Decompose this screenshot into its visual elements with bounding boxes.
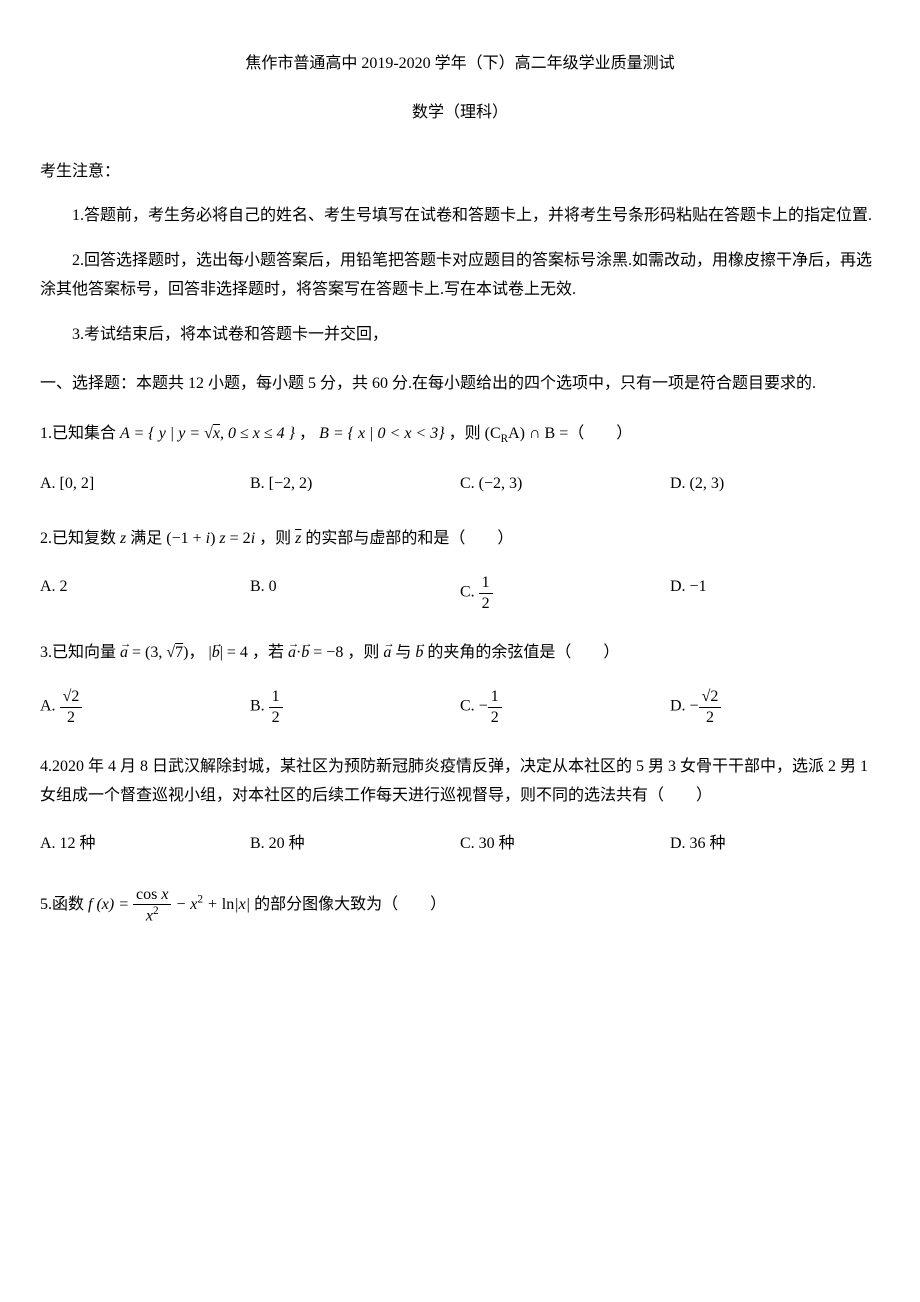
question-2: 2.已知复数 z 满足 (−1 + i) z = 2i ，则 z 的实部与虚部的…: [40, 525, 880, 554]
q5-rest: − x2 + ln|x|: [175, 896, 250, 913]
notice-2: 2.回答选择题时，选出每小题答案后，用铅笔把答题卡对应题目的答案标号涂黑.如需改…: [40, 247, 880, 305]
q2-opt-c: C. 12: [460, 569, 670, 616]
notice-heading: 考生注意：: [40, 158, 880, 187]
q5-suffix: 的部分图像大致为（ ）: [254, 896, 446, 913]
question-4: 4.2020 年 4 月 8 日武汉解除封城，某社区为预防新冠肺炎疫情反弹，决定…: [40, 753, 880, 811]
q1-opt-a: A. [0, 2]: [40, 466, 250, 503]
q3-opt-a: A. √22: [40, 683, 250, 730]
q1-set-b: B = { x | 0 < x < 3}: [319, 425, 445, 442]
q4-options: A. 12 种 B. 20 种 C. 30 种 D. 36 种: [40, 826, 880, 863]
q4-opt-b: B. 20 种: [250, 826, 460, 863]
q4-opt-d: D. 36 种: [670, 826, 880, 863]
question-3: 3.已知向量 a = (3, √7)， |b| = 4 ，若 a·b = −8 …: [40, 639, 880, 668]
q1-opt-d: D. (2, 3): [670, 466, 880, 503]
q4-opt-c: C. 30 种: [460, 826, 670, 863]
notice-1: 1.答题前，考生务必将自己的姓名、考生号填写在试卷和答题卡上，并将考生号条形码粘…: [40, 202, 880, 231]
q2-opt-a: A. 2: [40, 569, 250, 616]
q2-opt-d: D. −1: [670, 569, 880, 616]
q5-fraction: cos x x2: [133, 885, 171, 926]
q3-options: A. √22 B. 12 C. −12 D. −√22: [40, 683, 880, 730]
q2-options: A. 2 B. 0 C. 12 D. −1: [40, 569, 880, 616]
q1-suffix: ，则 (CRA) ∩ B =（ ）: [449, 425, 633, 442]
q3-opt-d: D. −√22: [670, 683, 880, 730]
q1-prefix: 1.已知集合: [40, 425, 120, 442]
q1-opt-b: B. [−2, 2): [250, 466, 460, 503]
q1-opt-c: C. (−2, 3): [460, 466, 670, 503]
q2-text: 2.已知复数 z 满足 (−1 + i) z = 2i ，则 z 的实部与虚部的…: [40, 530, 513, 547]
q1-set-a: A = { y | y = √x, 0 ≤ x ≤ 4 }: [120, 425, 295, 442]
q3-text: 3.已知向量 a = (3, √7)， |b| = 4 ，若 a·b = −8 …: [40, 644, 619, 661]
q1-options: A. [0, 2] B. [−2, 2) C. (−2, 3) D. (2, 3…: [40, 466, 880, 503]
q5-prefix: 5.函数: [40, 896, 88, 913]
exam-title: 焦作市普通高中 2019-2020 学年（下）高二年级学业质量测试: [40, 50, 880, 79]
notice-3: 3.考试结束后，将本试卷和答题卡一并交回，: [40, 321, 880, 350]
q2-opt-b: B. 0: [250, 569, 460, 616]
section-1-header: 一、选择题：本题共 12 小题，每小题 5 分，共 60 分.在每小题给出的四个…: [40, 370, 880, 399]
q5-func: f (x) =: [88, 896, 133, 913]
exam-subtitle: 数学（理科）: [40, 99, 880, 128]
question-1: 1.已知集合 A = { y | y = √x, 0 ≤ x ≤ 4 } ， B…: [40, 420, 880, 449]
q4-opt-a: A. 12 种: [40, 826, 250, 863]
question-5: 5.函数 f (x) = cos x x2 − x2 + ln|x| 的部分图像…: [40, 885, 880, 926]
q3-opt-b: B. 12: [250, 683, 460, 730]
q1-comma: ，: [299, 425, 315, 442]
q3-opt-c: C. −12: [460, 683, 670, 730]
